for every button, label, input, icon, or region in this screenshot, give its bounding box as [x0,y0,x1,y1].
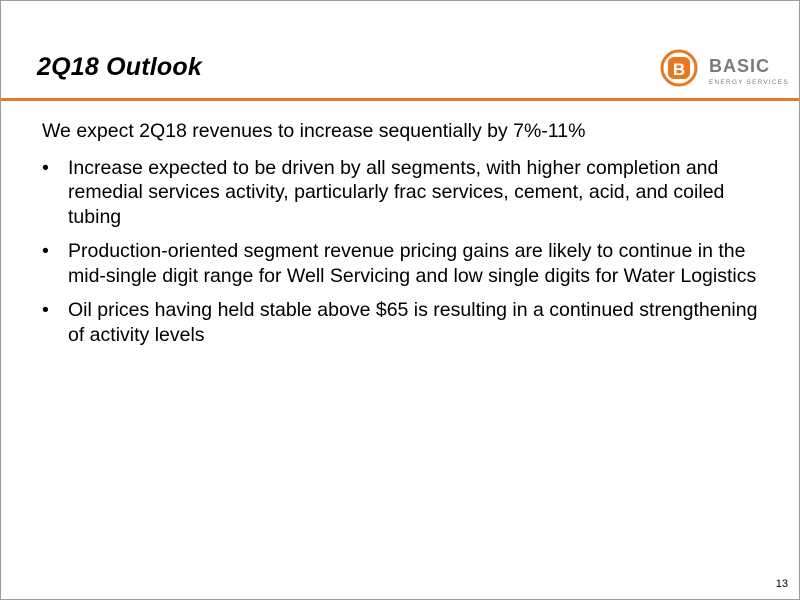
logo-badge-icon [668,57,690,79]
bullet-text: Production-oriented segment revenue pric… [68,240,757,287]
bullet-list: • Increase expected to be driven by all … [42,156,762,348]
basic-energy-services-logo: B BASIC ENERGY SERVICES [659,46,794,91]
title-divider [1,98,799,101]
bullet-marker: • [42,240,49,262]
bullet-marker: • [42,156,49,179]
logo-mark-letter: B [673,60,685,79]
bullet-item: • Increase expected to be driven by all … [42,156,762,230]
bullet-text: Oil prices having held stable above $65 … [68,299,758,346]
slide-body: We expect 2Q18 revenues to increase sequ… [42,119,762,357]
bullet-item: • Production-oriented segment revenue pr… [42,239,762,288]
slide-title: 2Q18 Outlook [37,53,202,81]
bullet-text: Increase expected to be driven by all se… [68,156,725,228]
lead-statement: We expect 2Q18 revenues to increase sequ… [42,120,586,142]
logo-tagline: ENERGY SERVICES [709,79,789,86]
page-number: 13 [775,578,788,590]
bullet-item: • Oil prices having held stable above $6… [42,298,762,347]
logo-ring-icon [660,49,698,87]
bullet-marker: • [42,299,49,321]
logo-name: BASIC [709,56,770,76]
